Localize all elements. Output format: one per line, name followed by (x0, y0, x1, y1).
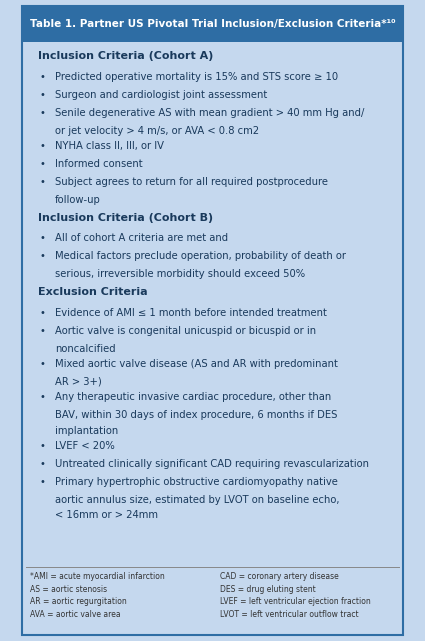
Text: Untreated clinically significant CAD requiring revascularization: Untreated clinically significant CAD req… (55, 459, 369, 469)
Text: All of cohort A criteria are met and: All of cohort A criteria are met and (55, 233, 228, 244)
Text: •: • (40, 459, 45, 469)
Text: implantation: implantation (55, 426, 118, 436)
Text: noncalcified: noncalcified (55, 344, 116, 354)
Text: Any therapeutic invasive cardiac procedure, other than: Any therapeutic invasive cardiac procedu… (55, 392, 332, 403)
Text: •: • (40, 441, 45, 451)
Text: •: • (40, 233, 45, 244)
Text: AR > 3+): AR > 3+) (55, 377, 102, 387)
Text: Inclusion Criteria (Cohort A): Inclusion Criteria (Cohort A) (37, 51, 213, 62)
Text: •: • (40, 159, 45, 169)
Text: Medical factors preclude operation, probability of death or: Medical factors preclude operation, prob… (55, 251, 346, 262)
Text: Surgeon and cardiologist joint assessment: Surgeon and cardiologist joint assessmen… (55, 90, 267, 100)
Text: •: • (40, 72, 45, 82)
FancyBboxPatch shape (22, 6, 403, 42)
Text: NYHA class II, III, or IV: NYHA class II, III, or IV (55, 141, 164, 151)
Text: follow-up: follow-up (55, 195, 101, 205)
Text: Subject agrees to return for all required postprocedure: Subject agrees to return for all require… (55, 177, 328, 187)
Text: •: • (40, 359, 45, 369)
Text: or jet velocity > 4 m/s, or AVA < 0.8 cm2: or jet velocity > 4 m/s, or AVA < 0.8 cm… (55, 126, 259, 136)
Text: aortic annulus size, estimated by LVOT on baseline echo,: aortic annulus size, estimated by LVOT o… (55, 495, 340, 505)
Text: Primary hypertrophic obstructive cardiomyopathy native: Primary hypertrophic obstructive cardiom… (55, 477, 338, 487)
Text: •: • (40, 326, 45, 336)
Text: •: • (40, 177, 45, 187)
Text: serious, irreversible morbidity should exceed 50%: serious, irreversible morbidity should e… (55, 269, 305, 279)
Text: Mixed aortic valve disease (AS and AR with predominant: Mixed aortic valve disease (AS and AR wi… (55, 359, 338, 369)
Text: < 16mm or > 24mm: < 16mm or > 24mm (55, 510, 158, 520)
Text: Inclusion Criteria (Cohort B): Inclusion Criteria (Cohort B) (37, 213, 213, 223)
Text: Table 1. Partner US Pivotal Trial Inclusion/Exclusion Criteria*¹⁰: Table 1. Partner US Pivotal Trial Inclus… (30, 19, 395, 29)
Text: •: • (40, 392, 45, 403)
Text: Informed consent: Informed consent (55, 159, 143, 169)
Text: *AMI = acute myocardial infarction
AS = aortic stenosis
AR = aortic regurgitatio: *AMI = acute myocardial infarction AS = … (30, 572, 164, 619)
Text: Senile degenerative AS with mean gradient > 40 mm Hg and/: Senile degenerative AS with mean gradien… (55, 108, 364, 118)
Text: Aortic valve is congenital unicuspid or bicuspid or in: Aortic valve is congenital unicuspid or … (55, 326, 316, 336)
Text: LVEF < 20%: LVEF < 20% (55, 441, 115, 451)
Text: •: • (40, 477, 45, 487)
Text: •: • (40, 108, 45, 118)
Text: Evidence of AMI ≤ 1 month before intended treatment: Evidence of AMI ≤ 1 month before intende… (55, 308, 327, 318)
Text: •: • (40, 141, 45, 151)
Text: Predicted operative mortality is 15% and STS score ≥ 10: Predicted operative mortality is 15% and… (55, 72, 338, 82)
Text: •: • (40, 90, 45, 100)
Text: Exclusion Criteria: Exclusion Criteria (37, 287, 147, 297)
Text: CAD = coronary artery disease
DES = drug eluting stent
LVEF = left ventricular e: CAD = coronary artery disease DES = drug… (220, 572, 371, 619)
Text: •: • (40, 308, 45, 318)
Text: BAV, within 30 days of index procedure, 6 months if DES: BAV, within 30 days of index procedure, … (55, 410, 337, 420)
Text: •: • (40, 251, 45, 262)
FancyBboxPatch shape (22, 6, 403, 635)
